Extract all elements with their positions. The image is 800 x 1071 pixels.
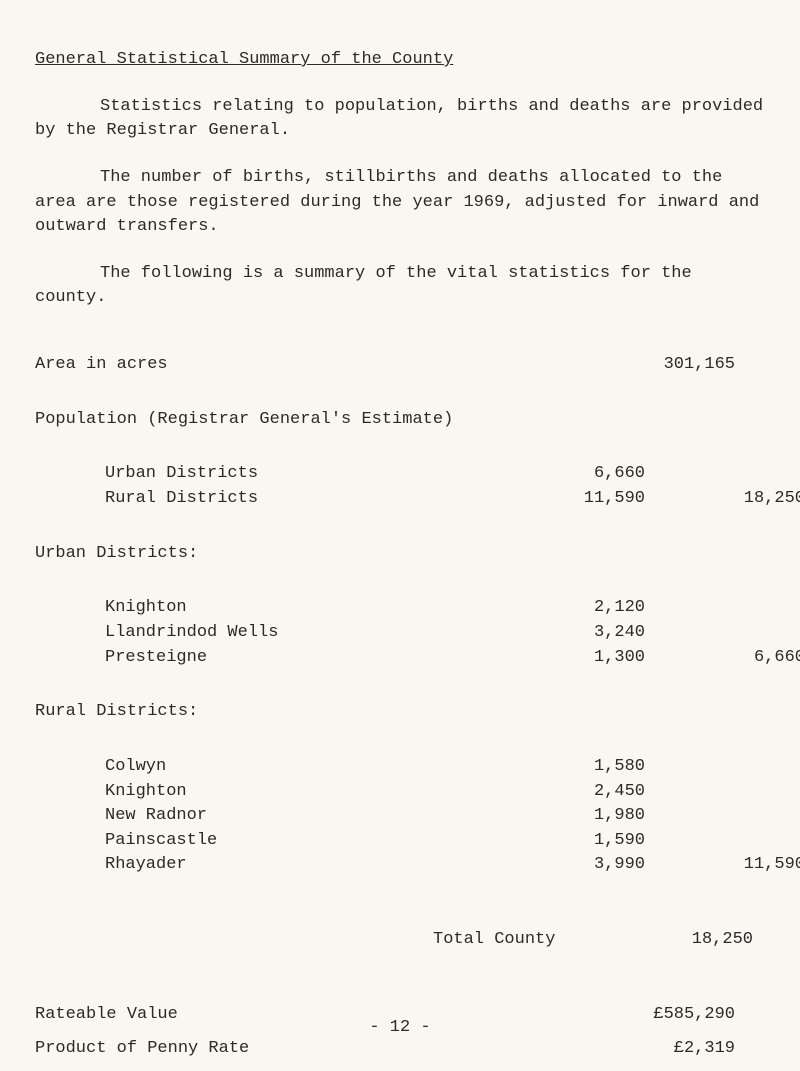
rural-header: Rural Districts: <box>35 700 765 725</box>
page-number: - 12 - <box>0 1016 800 1041</box>
urban-total: 6,660 <box>645 646 800 671</box>
urban-val-0: 2,120 <box>485 596 645 621</box>
product-label: Product of Penny Rate <box>35 1037 415 1062</box>
urban-val-1: 3,240 <box>485 621 645 646</box>
total-county-label: Total County <box>415 928 593 953</box>
product-value: £2,319 <box>575 1037 735 1062</box>
pop-rural-value: 11,590 <box>485 487 645 512</box>
rural-val-3: 1,590 <box>485 829 645 854</box>
rural-row-1: Knighton 2,450 <box>35 780 765 805</box>
urban-name-1: Llandrindod Wells <box>35 621 485 646</box>
paragraph-1: Statistics relating to population, birth… <box>35 95 765 144</box>
rural-name-4: Rhayader <box>35 853 485 878</box>
rural-val-2: 1,980 <box>485 804 645 829</box>
area-row: Area in acres 301,165 <box>35 353 765 378</box>
rural-val-1: 2,450 <box>485 780 645 805</box>
urban-row-2: Presteigne 1,300 6,660 <box>35 646 765 671</box>
rural-val-0: 1,580 <box>485 755 645 780</box>
urban-header: Urban Districts: <box>35 542 765 567</box>
paragraph-2: The number of births, stillbirths and de… <box>35 166 765 240</box>
pop-urban-value: 6,660 <box>485 462 645 487</box>
total-county-value: 18,250 <box>593 928 753 953</box>
rural-row-3: Painscastle 1,590 <box>35 829 765 854</box>
total-county-row: Total County 18,250 <box>35 928 765 953</box>
urban-row-0: Knighton 2,120 <box>35 596 765 621</box>
rural-total: 11,590 <box>645 853 800 878</box>
product-row: Product of Penny Rate £2,319 <box>35 1037 765 1062</box>
rural-row-0: Colwyn 1,580 <box>35 755 765 780</box>
pop-rural-label: Rural Districts <box>35 487 485 512</box>
rural-name-1: Knighton <box>35 780 485 805</box>
area-label: Area in acres <box>35 353 415 378</box>
document-title: General Statistical Summary of the Count… <box>35 48 765 73</box>
urban-row-1: Llandrindod Wells 3,240 <box>35 621 765 646</box>
rural-val-4: 3,990 <box>485 853 645 878</box>
pop-total: 18,250 <box>645 487 800 512</box>
rural-name-0: Colwyn <box>35 755 485 780</box>
population-label: Population (Registrar General's Estimate… <box>35 408 765 433</box>
urban-val-2: 1,300 <box>485 646 645 671</box>
rural-name-2: New Radnor <box>35 804 485 829</box>
pop-urban-row: Urban Districts 6,660 <box>35 462 765 487</box>
pop-urban-label: Urban Districts <box>35 462 485 487</box>
pop-rural-row: Rural Districts 11,590 18,250 <box>35 487 765 512</box>
urban-name-2: Presteigne <box>35 646 485 671</box>
urban-name-0: Knighton <box>35 596 485 621</box>
rural-row-2: New Radnor 1,980 <box>35 804 765 829</box>
rural-row-4: Rhayader 3,990 11,590 <box>35 853 765 878</box>
paragraph-3: The following is a summary of the vital … <box>35 262 765 311</box>
area-value: 301,165 <box>575 353 735 378</box>
rural-name-3: Painscastle <box>35 829 485 854</box>
